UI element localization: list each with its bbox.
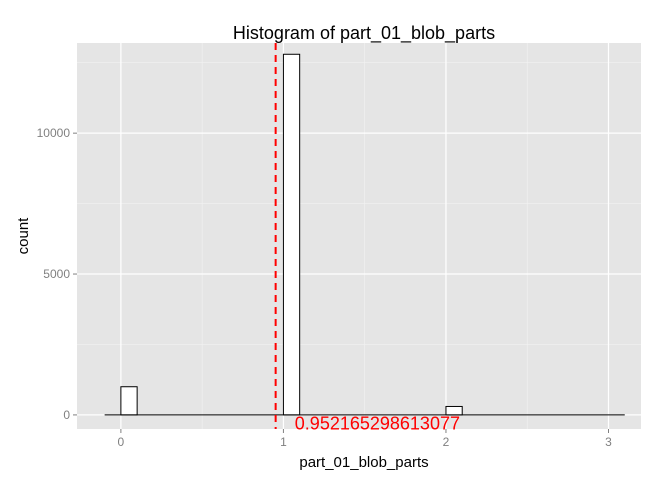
- y-tick-label: 10000: [37, 126, 71, 140]
- x-tick-label: 2: [443, 435, 450, 449]
- x-tick-label: 0: [118, 435, 125, 449]
- y-axis-ticks: 0 5000 10000: [37, 126, 77, 422]
- x-axis-ticks: 0 1 2 3: [118, 429, 612, 449]
- x-tick-label: 3: [605, 435, 612, 449]
- minor-gridlines: [77, 43, 641, 429]
- mean-annotation: 0.952165298613077: [295, 413, 460, 433]
- x-axis-title: part_01_blob_parts: [299, 454, 428, 471]
- y-tick-label: 0: [63, 408, 70, 422]
- plot-panel: [77, 43, 641, 429]
- y-axis-title: count: [15, 217, 32, 255]
- histogram-bar: [282, 53, 301, 416]
- x-tick-label: 1: [280, 435, 287, 449]
- chart-title: Histogram of part_01_blob_parts: [233, 23, 495, 44]
- y-tick-label: 5000: [43, 267, 70, 281]
- histogram-bars: [120, 53, 463, 416]
- histogram-bar: [120, 386, 138, 416]
